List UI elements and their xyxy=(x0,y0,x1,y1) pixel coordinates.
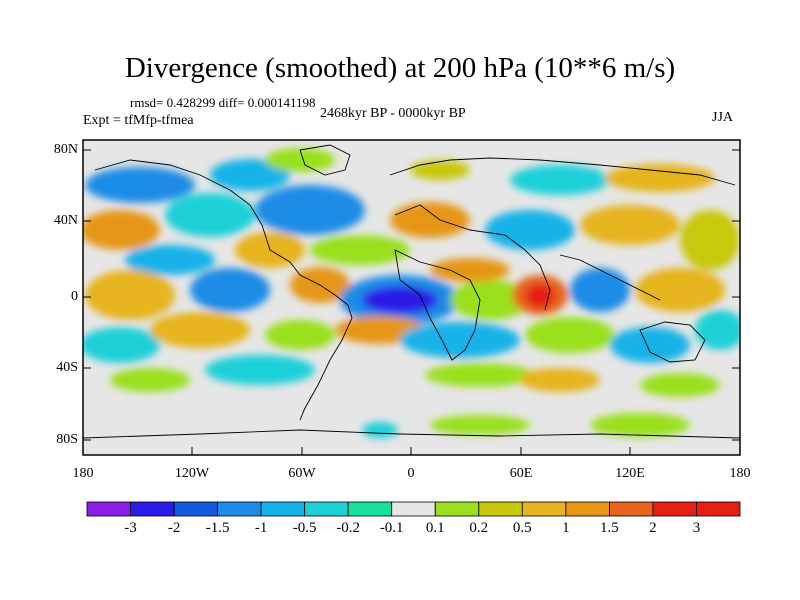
lat-tick-label: 40S xyxy=(56,360,78,375)
colorbar-box xyxy=(86,501,131,517)
lat-tick-label: 40N xyxy=(53,213,78,228)
colorbar-label: -2 xyxy=(167,520,181,536)
experiment-label: Expt = tfMfp-tfmea xyxy=(83,113,194,128)
colorbar-box xyxy=(217,501,262,517)
colorbar-box xyxy=(173,501,219,517)
colorbar-label: 3 xyxy=(692,520,701,536)
colorbar-label: -1 xyxy=(254,520,268,536)
season-label: JJA xyxy=(712,110,734,125)
colorbar-box xyxy=(565,501,610,517)
plot-title: Divergence (smoothed) at 200 hPa (10**6 … xyxy=(124,52,676,84)
colorbar xyxy=(86,501,741,517)
colorbar-box xyxy=(391,501,436,517)
colorbar-box xyxy=(652,501,697,517)
colorbar-box xyxy=(521,501,567,517)
lon-tick-label: 0 xyxy=(407,466,415,481)
lat-tick-label: 0 xyxy=(71,289,78,304)
colorbar-label: 0.2 xyxy=(469,520,489,536)
lon-tick-label: 180 xyxy=(729,466,751,481)
colorbar-box xyxy=(260,501,306,517)
lat-tick-label: 80N xyxy=(53,142,78,157)
lon-tick-label: 120E xyxy=(615,466,645,481)
colorbar-box xyxy=(478,501,523,517)
colorbar-box xyxy=(130,501,175,517)
lon-tick-label: 60W xyxy=(288,466,316,481)
colorbar-label: 0.1 xyxy=(425,520,445,536)
colorbar-label: -0.2 xyxy=(336,520,361,536)
colorbar-label: 1.5 xyxy=(600,520,619,536)
colorbar-label: 1 xyxy=(562,520,570,536)
colorbar-label: -1.5 xyxy=(205,520,230,536)
colorbar-box xyxy=(696,501,741,517)
colorbar-label: -0.1 xyxy=(379,520,404,536)
colorbar-label: -3 xyxy=(124,520,137,536)
period-label: 2468kyr BP - 0000kyr BP xyxy=(320,106,466,121)
colorbar-box xyxy=(347,501,393,517)
colorbar-box xyxy=(304,501,349,517)
lat-tick-label: 80S xyxy=(56,432,78,447)
colorbar-label: -0.5 xyxy=(292,520,317,536)
colorbar-box xyxy=(609,501,654,517)
stats-label: rmsd= 0.428299 diff= 0.000141198 xyxy=(130,95,316,110)
colorbar-label: 0.5 xyxy=(512,520,532,536)
colorbar-label: 2 xyxy=(649,520,657,536)
axis-ticks xyxy=(82,149,741,455)
lon-tick-label: 180 xyxy=(72,466,94,481)
coastlines xyxy=(83,144,740,439)
colorbar-box xyxy=(434,501,480,517)
lon-tick-label: 120W xyxy=(174,466,210,481)
lon-tick-label: 60E xyxy=(509,466,533,481)
divergence-field xyxy=(83,140,740,455)
